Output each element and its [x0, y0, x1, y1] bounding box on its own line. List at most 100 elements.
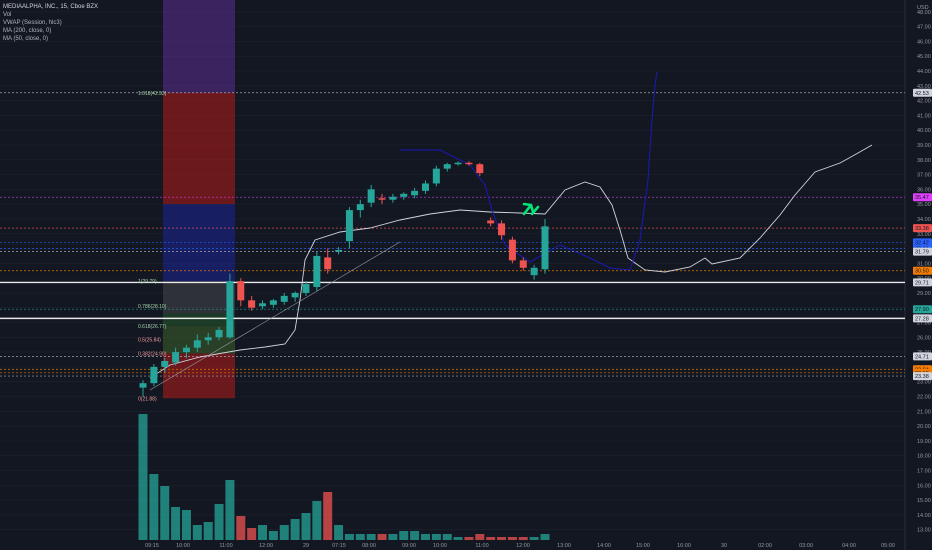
volume-bar	[258, 525, 268, 540]
candle-body	[530, 267, 538, 276]
candle-body	[226, 281, 234, 338]
fib-label: 1(29.79)	[138, 279, 157, 285]
volume-bar	[453, 537, 463, 540]
fib-label: 0.5(25.84)	[138, 338, 161, 344]
volume-bar	[507, 537, 517, 540]
indicator-vwap[interactable]: VWAP (Session, hlc3)	[3, 20, 62, 26]
price-badges: 42.5335.4733.3832.4232.0131.7930.5029.71…	[913, 88, 932, 381]
time-tick-label: 10:00	[176, 543, 190, 549]
candle-body	[443, 164, 451, 169]
price-tick-label: 18.00	[917, 454, 931, 460]
price-badge	[913, 278, 932, 287]
price-tick-label: 43.00	[917, 84, 931, 90]
volume-bar	[236, 516, 246, 540]
volume-bar	[149, 474, 159, 540]
time-tick-label: 14:00	[597, 543, 611, 549]
price-tick-label: 47.00	[917, 25, 931, 31]
candle-body	[139, 383, 147, 388]
candle-body	[280, 295, 288, 302]
time-tick-label: 13:00	[557, 543, 571, 549]
volume-bar	[214, 504, 224, 540]
price-badge-label: 27.90	[915, 307, 929, 313]
volume-bar	[171, 507, 181, 540]
candle-body	[498, 223, 506, 236]
volume-bar	[464, 537, 474, 540]
volume-bar	[377, 534, 387, 540]
price-tick-label: 14.00	[917, 513, 931, 519]
volume-bar	[355, 534, 365, 540]
chart-legend: MEDIAALPHA, INC., 15, Cboe BZX Vol VWAP …	[3, 3, 98, 43]
time-tick-label: 10:00	[433, 543, 447, 549]
fib-label: 0.382(24.90)	[138, 352, 167, 358]
volume-bar	[323, 492, 333, 540]
time-tick-label: 29	[303, 543, 309, 549]
price-tick-label: 45.00	[917, 54, 931, 60]
trend-line	[149, 241, 401, 391]
ma-line	[149, 144, 873, 379]
price-tick-label: 39.00	[917, 143, 931, 149]
volume-bar	[138, 414, 148, 540]
fib-zone-grey	[163, 281, 235, 314]
candle-body	[367, 189, 375, 203]
candle-body	[356, 204, 364, 211]
volume-bar	[290, 519, 300, 540]
price-badge	[913, 305, 932, 314]
price-badge	[913, 266, 932, 275]
time-tick-label: 12:00	[516, 543, 530, 549]
fib-label: 0(21.88)	[138, 396, 157, 402]
indicator-ma-50[interactable]: MA (50, close, 0)	[3, 36, 49, 42]
candle-body	[248, 300, 256, 308]
candle-body	[161, 360, 169, 367]
price-badge-label: 24.71	[915, 354, 929, 360]
volume-bar	[420, 534, 430, 540]
horizontal-levels	[0, 92, 905, 377]
candle-body	[411, 190, 419, 196]
volume-bar	[203, 522, 213, 540]
candle-body	[313, 255, 321, 288]
price-tick-label: 13.00	[917, 528, 931, 534]
price-tick-label: 27.00	[917, 321, 931, 327]
stop-zone-red	[163, 92, 235, 205]
candle-body	[465, 162, 473, 165]
time-tick-label: 30	[721, 543, 727, 549]
price-tick-label: 40.00	[917, 128, 931, 134]
candle-body	[259, 303, 267, 307]
price-tick-label: 48.00	[917, 10, 931, 16]
volume-bar	[497, 537, 507, 540]
time-tick-label: 11:00	[219, 543, 232, 549]
time-tick-label: 08:00	[362, 543, 376, 549]
candle-body	[432, 168, 440, 184]
volume-bar	[225, 480, 235, 540]
indicator-ma-200[interactable]: MA (200, close, 0)	[3, 28, 52, 34]
candle-body	[237, 281, 245, 301]
volume-bar	[181, 510, 191, 540]
time-tick-label: 09:15	[145, 543, 159, 549]
price-badge	[913, 352, 932, 361]
candle-body	[302, 284, 310, 293]
volume-bar	[442, 534, 452, 540]
price-tick-label: 26.00	[917, 335, 931, 341]
candle-body	[508, 239, 516, 261]
candle-body	[215, 329, 223, 338]
price-tick-label: 21.00	[917, 409, 931, 415]
volume-bar	[344, 534, 354, 540]
fib-levels: 1.618(42.53) 1(29.79) 0.786(28.10) 0.618(26…	[138, 91, 167, 403]
candle-body	[454, 162, 462, 165]
candle-body	[150, 366, 158, 384]
candle-body	[519, 260, 527, 268]
time-tick-label: 07:15	[332, 543, 346, 549]
price-tick-label: 19.00	[917, 439, 931, 445]
price-badge-label: 27.28	[915, 316, 929, 322]
indicator-vol[interactable]: Vol	[3, 12, 12, 18]
price-badge	[913, 372, 932, 381]
time-tick-label: 04:00	[842, 543, 856, 549]
price-tick-label: 20.00	[917, 424, 931, 430]
symbol-title[interactable]: MEDIAALPHA, INC., 15, Cboe BZX	[3, 4, 99, 10]
volume-bar	[160, 486, 170, 540]
volume-bar	[410, 531, 420, 540]
fib-label: 0.618(26.77)	[138, 324, 167, 330]
